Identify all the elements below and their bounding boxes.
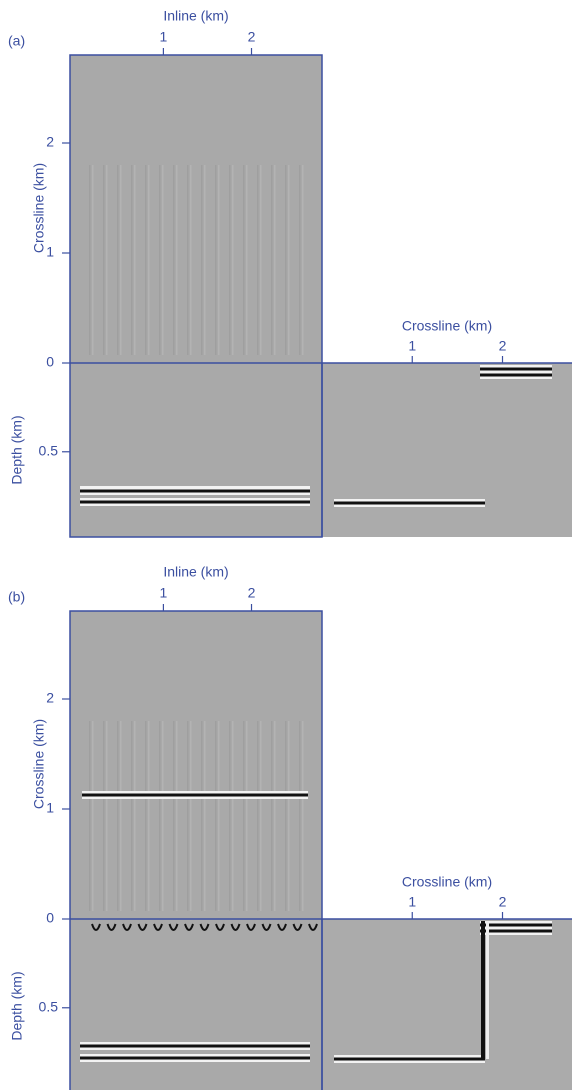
reflector-white: [480, 376, 552, 379]
reflector-white: [80, 498, 310, 501]
reflector-black: [80, 1056, 310, 1060]
stripes: [80, 165, 312, 355]
tick-label: 1: [408, 894, 416, 910]
inline-depth-image: [70, 919, 322, 1090]
axis-label: Crossline (km): [31, 719, 47, 809]
reflector-white: [334, 1055, 485, 1058]
tick-label: 2: [248, 585, 256, 601]
panel-label: (a): [8, 33, 25, 49]
axis-label: Inline (km): [163, 8, 228, 24]
reflector-white: [480, 927, 552, 930]
reflector-white: [80, 492, 310, 495]
smile: [137, 923, 148, 931]
reflector-black: [334, 1057, 485, 1061]
axis-label: Inline (km): [163, 564, 228, 580]
reflector-black: [480, 929, 552, 933]
tick-label: 2: [46, 690, 54, 706]
tick-label: 0.5: [39, 442, 59, 458]
tick-label: 1: [160, 585, 168, 601]
reflector-white: [80, 1047, 310, 1050]
reflector-white: [80, 1054, 310, 1057]
vertical-event: [486, 921, 489, 1059]
axis-label: Crossline (km): [31, 163, 47, 253]
crossline-depth-image: [322, 919, 572, 1090]
tick-label: 0.5: [39, 998, 59, 1014]
tick-label: 1: [160, 29, 168, 45]
reflector-white: [480, 932, 552, 935]
stripes: [80, 721, 312, 911]
smile: [184, 923, 194, 931]
reflector-white: [480, 921, 552, 924]
tick-label: 1: [408, 338, 416, 354]
tick-label: 0: [46, 354, 54, 370]
axis-label: Crossline (km): [402, 874, 492, 890]
tick-label: 1: [46, 800, 54, 816]
smile: [261, 923, 272, 931]
crossline-depth-image: [322, 363, 572, 537]
axis-label: Depth (km): [9, 971, 25, 1040]
reflector-black: [80, 489, 310, 493]
reflector-black: [480, 923, 552, 927]
reflector-black: [334, 501, 485, 505]
reflector-black: [80, 1044, 310, 1048]
reflector-white: [480, 365, 552, 368]
reflector-white: [82, 796, 308, 799]
smile: [215, 923, 225, 931]
reflector-white: [334, 504, 485, 507]
inline-depth-image: [70, 363, 322, 537]
reflector-white: [80, 487, 310, 490]
smile: [246, 923, 256, 931]
smile: [153, 923, 163, 931]
smile: [292, 923, 303, 931]
smile: [91, 923, 101, 931]
smile: [168, 923, 179, 931]
frame: [69, 54, 323, 538]
reflector-black: [82, 793, 308, 797]
axis-label: Depth (km): [9, 415, 25, 484]
smile: [230, 923, 241, 931]
reflector-white: [80, 1059, 310, 1062]
smile: [277, 923, 287, 931]
reflector-white: [80, 1042, 310, 1045]
reflector-black: [480, 373, 552, 377]
reflector-black: [480, 367, 552, 371]
tick-label: 0: [46, 910, 54, 926]
reflector-white: [80, 503, 310, 506]
tick-label: 2: [248, 29, 256, 45]
smile: [122, 923, 132, 931]
tick-label: 2: [499, 894, 507, 910]
reflector-white: [480, 371, 552, 374]
axis-label: Crossline (km): [402, 318, 492, 334]
tick-label: 1: [46, 244, 54, 260]
smile: [308, 923, 318, 931]
smile: [199, 923, 210, 931]
vertical-event: [481, 921, 485, 1059]
reflector-white: [334, 499, 485, 502]
panel-label: (b): [8, 589, 25, 605]
reflector-white: [82, 791, 308, 794]
frame: [69, 610, 323, 1090]
smile: [106, 923, 117, 931]
tick-label: 2: [499, 338, 507, 354]
reflector-black: [80, 500, 310, 504]
tick-label: 2: [46, 134, 54, 150]
reflector-white: [334, 1060, 485, 1063]
